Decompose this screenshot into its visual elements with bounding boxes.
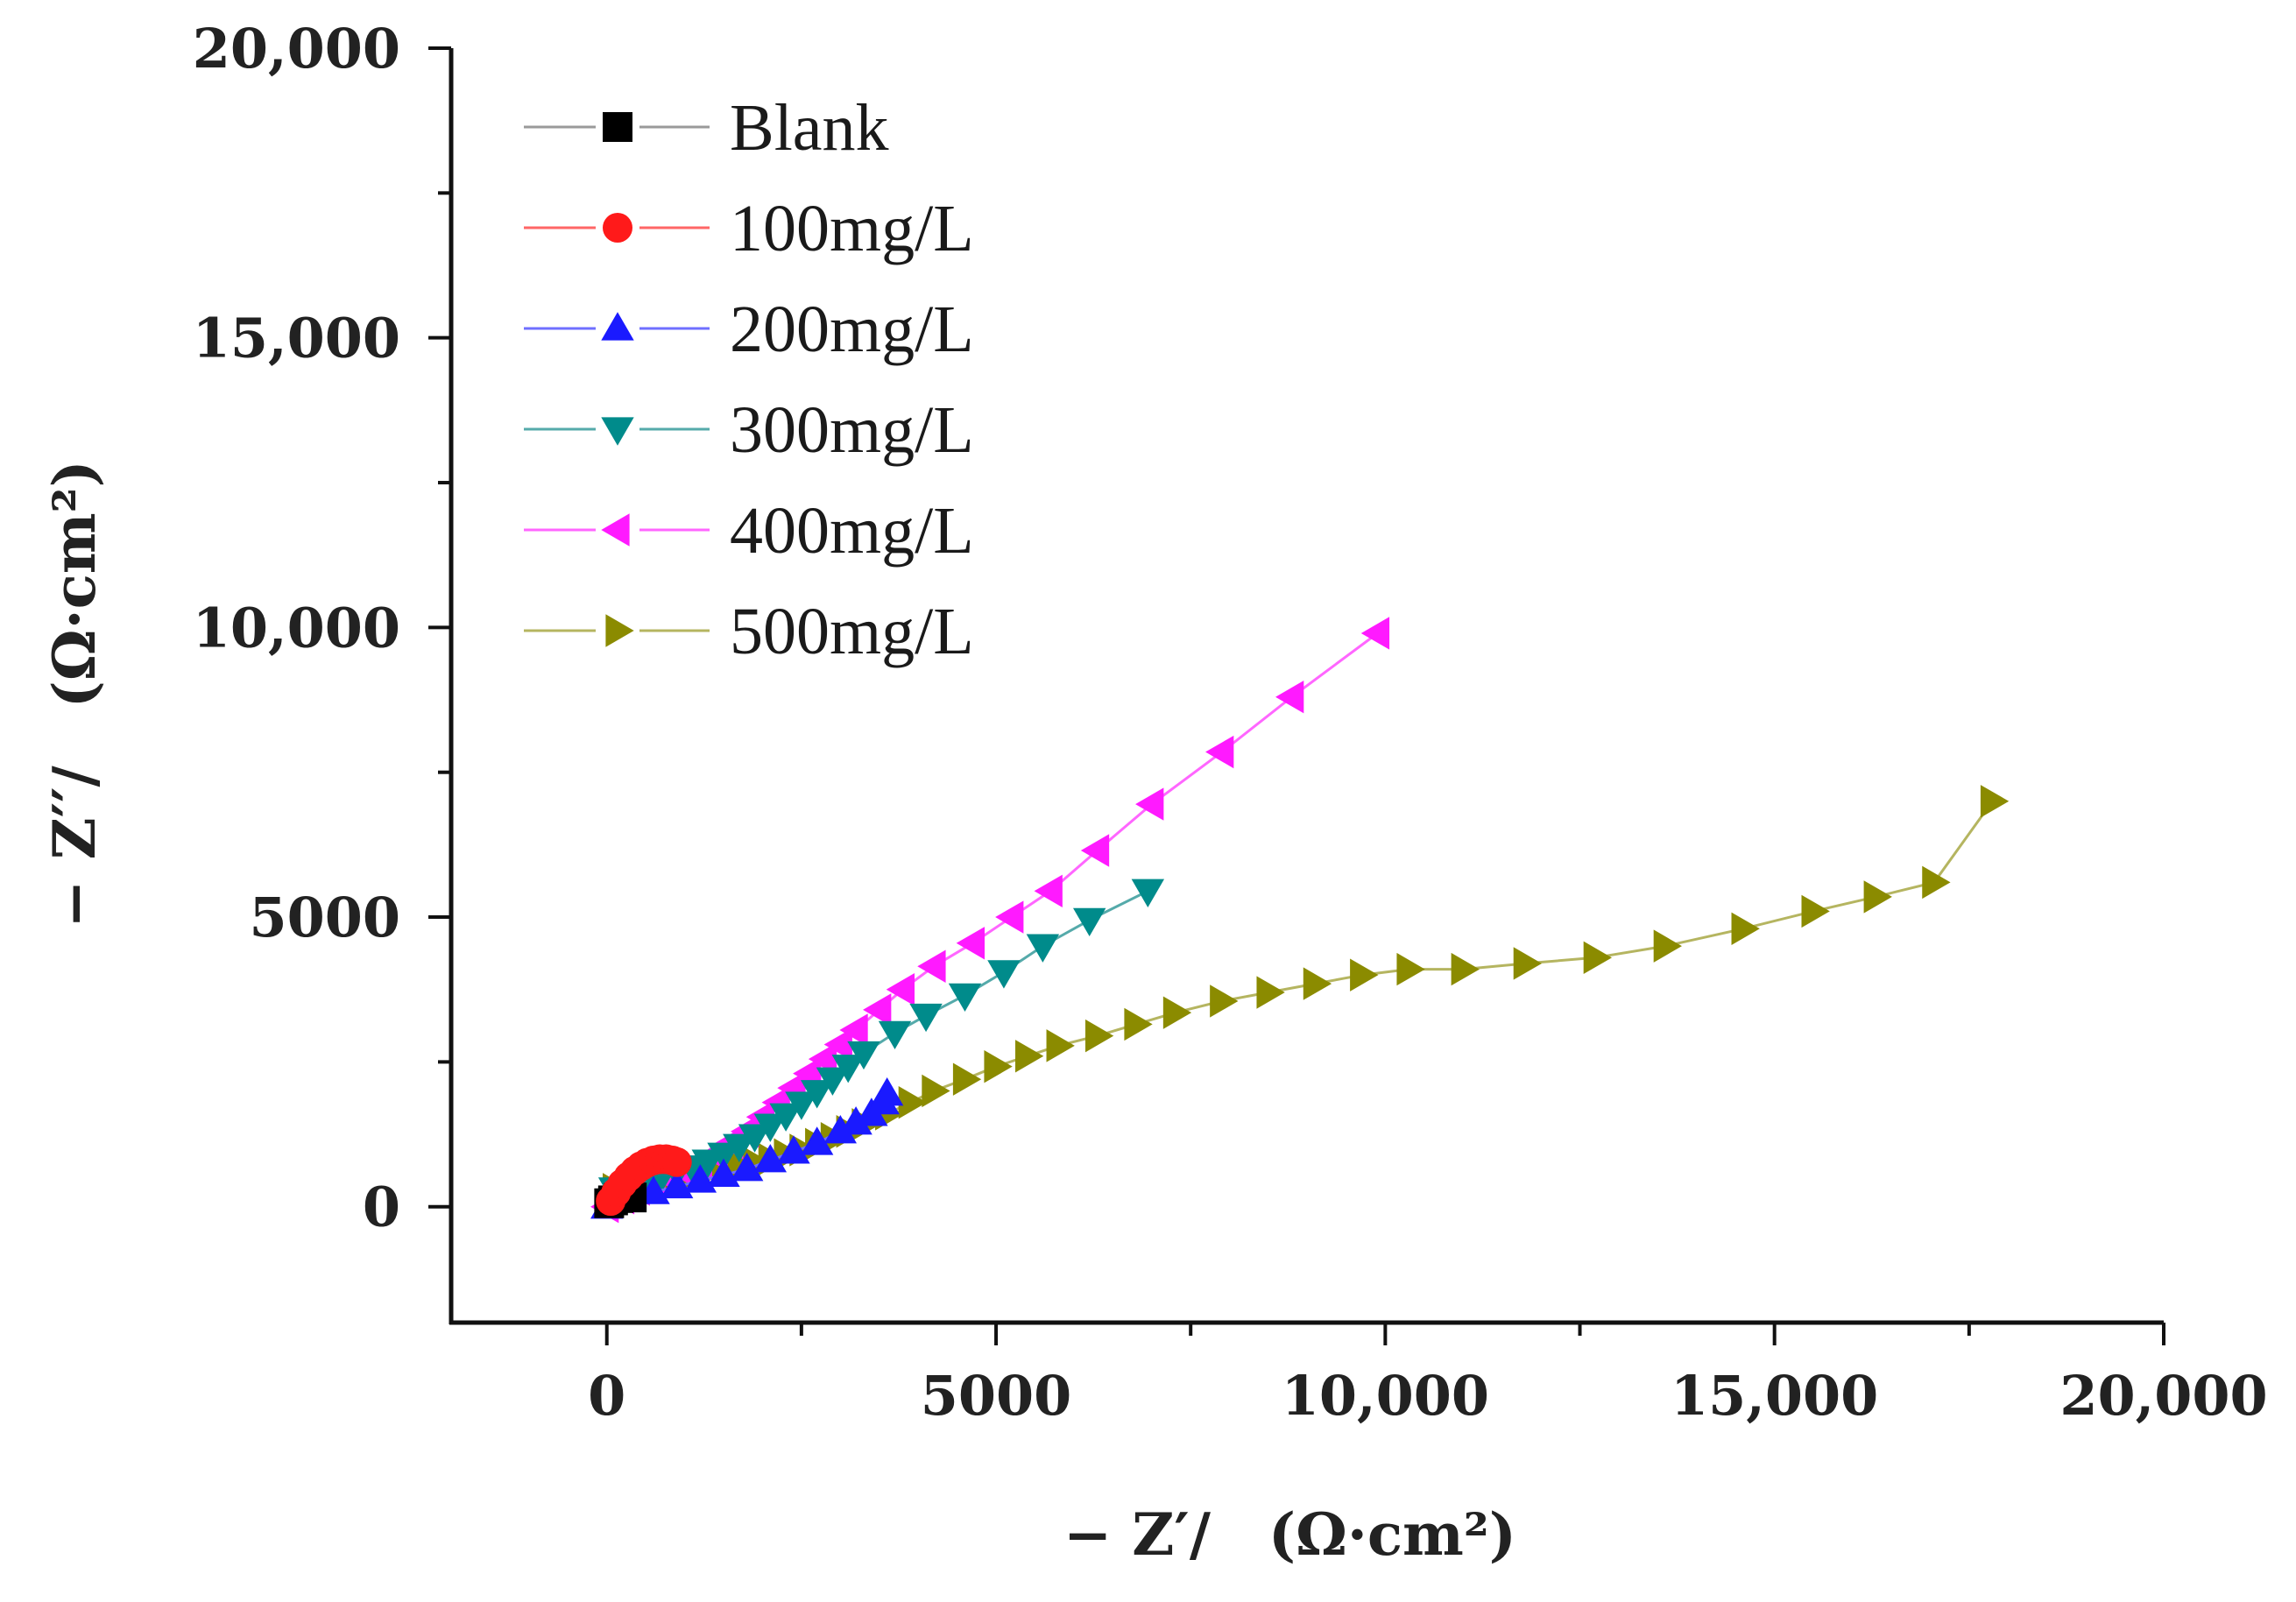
data-point bbox=[1731, 912, 1760, 945]
legend-item: 200mg/L bbox=[524, 293, 974, 366]
x-tick-label: 20,000 bbox=[2059, 1364, 2267, 1428]
legend-label: 400mg/L bbox=[730, 494, 974, 568]
data-point bbox=[1360, 617, 1390, 650]
y-tick-label: 10,000 bbox=[193, 596, 400, 660]
legend-marker bbox=[601, 513, 630, 547]
data-point bbox=[730, 1153, 764, 1182]
data-point bbox=[898, 1085, 927, 1119]
legend-label: Blank bbox=[730, 91, 889, 165]
data-point bbox=[984, 1049, 1013, 1083]
data-point bbox=[878, 1020, 912, 1050]
data-point bbox=[816, 1067, 850, 1096]
data-point bbox=[1026, 934, 1060, 963]
data-point bbox=[1350, 958, 1379, 992]
legend-marker bbox=[603, 213, 632, 243]
data-point bbox=[769, 1103, 802, 1132]
data-point bbox=[1014, 1040, 1044, 1073]
y-tick-label: 0 bbox=[363, 1175, 400, 1239]
data-point bbox=[839, 1013, 868, 1047]
x-axis-title: − Z′/ (Ω·cm²) bbox=[1063, 1500, 1516, 1569]
data-point bbox=[948, 983, 982, 1013]
y-axis-title: − Z′′/ (Ω·cm²) bbox=[40, 460, 109, 928]
data-point bbox=[1080, 834, 1110, 867]
data-point bbox=[952, 1062, 982, 1096]
legend-marker bbox=[605, 614, 634, 647]
data-point bbox=[1210, 984, 1239, 1018]
plot-area bbox=[590, 617, 2010, 1224]
data-point bbox=[1046, 1029, 1075, 1062]
data-point bbox=[1922, 865, 1951, 900]
data-point bbox=[995, 900, 1024, 934]
data-point bbox=[1863, 880, 1892, 914]
data-point bbox=[1275, 681, 1304, 714]
legend-marker bbox=[603, 112, 632, 142]
data-point bbox=[1034, 874, 1063, 907]
data-point bbox=[839, 1106, 872, 1135]
data-point bbox=[1801, 894, 1830, 928]
legend-item: Blank bbox=[524, 91, 889, 165]
data-point bbox=[1583, 941, 1612, 975]
data-point bbox=[738, 1124, 772, 1153]
legend-marker bbox=[601, 417, 634, 446]
data-point bbox=[1162, 996, 1192, 1029]
data-point bbox=[1396, 952, 1425, 986]
data-point bbox=[1513, 947, 1543, 980]
data-point bbox=[870, 1077, 904, 1106]
data-point bbox=[1205, 735, 1234, 769]
legend-label: 300mg/L bbox=[730, 393, 974, 467]
y-tick-label: 20,000 bbox=[193, 17, 400, 81]
data-point bbox=[987, 960, 1021, 989]
data-point bbox=[1131, 879, 1165, 907]
y-tick-label: 5000 bbox=[249, 886, 400, 949]
data-point bbox=[753, 1113, 788, 1142]
data-point bbox=[800, 1080, 834, 1109]
data-point bbox=[922, 1074, 950, 1108]
data-point bbox=[917, 949, 946, 983]
data-point bbox=[661, 1147, 692, 1177]
legend-label: 200mg/L bbox=[730, 293, 974, 366]
legend-marker bbox=[601, 312, 634, 341]
series-100mg-l bbox=[596, 1144, 692, 1217]
data-point bbox=[808, 1042, 837, 1076]
data-point bbox=[909, 1003, 943, 1033]
data-point bbox=[1084, 1019, 1114, 1053]
legend-item: 500mg/L bbox=[524, 595, 974, 668]
data-point bbox=[823, 1027, 852, 1062]
x-tick-label: 0 bbox=[588, 1364, 625, 1428]
data-point bbox=[956, 927, 985, 960]
data-point bbox=[777, 1135, 810, 1164]
data-point bbox=[1980, 785, 2010, 818]
data-point bbox=[1256, 976, 1285, 1009]
y-axis: 0 5000 10,000 15,000 20,000 bbox=[193, 17, 454, 1324]
legend-item: 400mg/L bbox=[524, 494, 974, 568]
data-point bbox=[723, 1133, 756, 1162]
data-point bbox=[1135, 787, 1164, 821]
legend-label: 100mg/L bbox=[730, 192, 974, 265]
data-point bbox=[1072, 907, 1106, 937]
y-tick-label: 15,000 bbox=[193, 307, 400, 371]
data-point bbox=[847, 1041, 880, 1070]
legend-item: 300mg/L bbox=[524, 393, 974, 467]
data-point bbox=[863, 993, 892, 1027]
data-point bbox=[1653, 929, 1682, 963]
data-point bbox=[1303, 967, 1332, 1000]
legend-label: 500mg/L bbox=[730, 595, 974, 668]
data-point bbox=[831, 1055, 865, 1083]
data-point bbox=[707, 1142, 740, 1171]
data-point bbox=[753, 1144, 788, 1173]
x-tick-label: 5000 bbox=[921, 1364, 1072, 1428]
data-point bbox=[800, 1126, 834, 1155]
x-tick-label: 15,000 bbox=[1671, 1364, 1878, 1428]
data-point bbox=[1451, 952, 1480, 986]
data-point bbox=[823, 1115, 858, 1144]
x-tick-label: 10,000 bbox=[1282, 1364, 1489, 1428]
data-point bbox=[785, 1091, 818, 1120]
legend-item: 100mg/L bbox=[524, 192, 974, 265]
data-point bbox=[1124, 1007, 1153, 1041]
data-point bbox=[886, 973, 915, 1006]
x-axis: 0 5000 10,000 15,000 20,000 bbox=[449, 1320, 2268, 1428]
legend: Blank 100mg/L 200mg/L 300mg/L 400mg/L 500mg/L bbox=[524, 91, 974, 668]
